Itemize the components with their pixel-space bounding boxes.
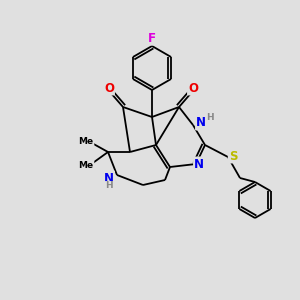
Text: O: O	[188, 82, 198, 94]
Text: F: F	[148, 32, 156, 44]
Text: Me: Me	[78, 160, 94, 169]
Text: S: S	[229, 149, 237, 163]
Text: H: H	[206, 113, 214, 122]
Text: H: H	[105, 182, 113, 190]
Text: N: N	[196, 116, 206, 130]
Text: N: N	[104, 172, 114, 184]
Text: O: O	[104, 82, 114, 94]
Text: N: N	[194, 158, 204, 170]
Text: Me: Me	[78, 137, 94, 146]
